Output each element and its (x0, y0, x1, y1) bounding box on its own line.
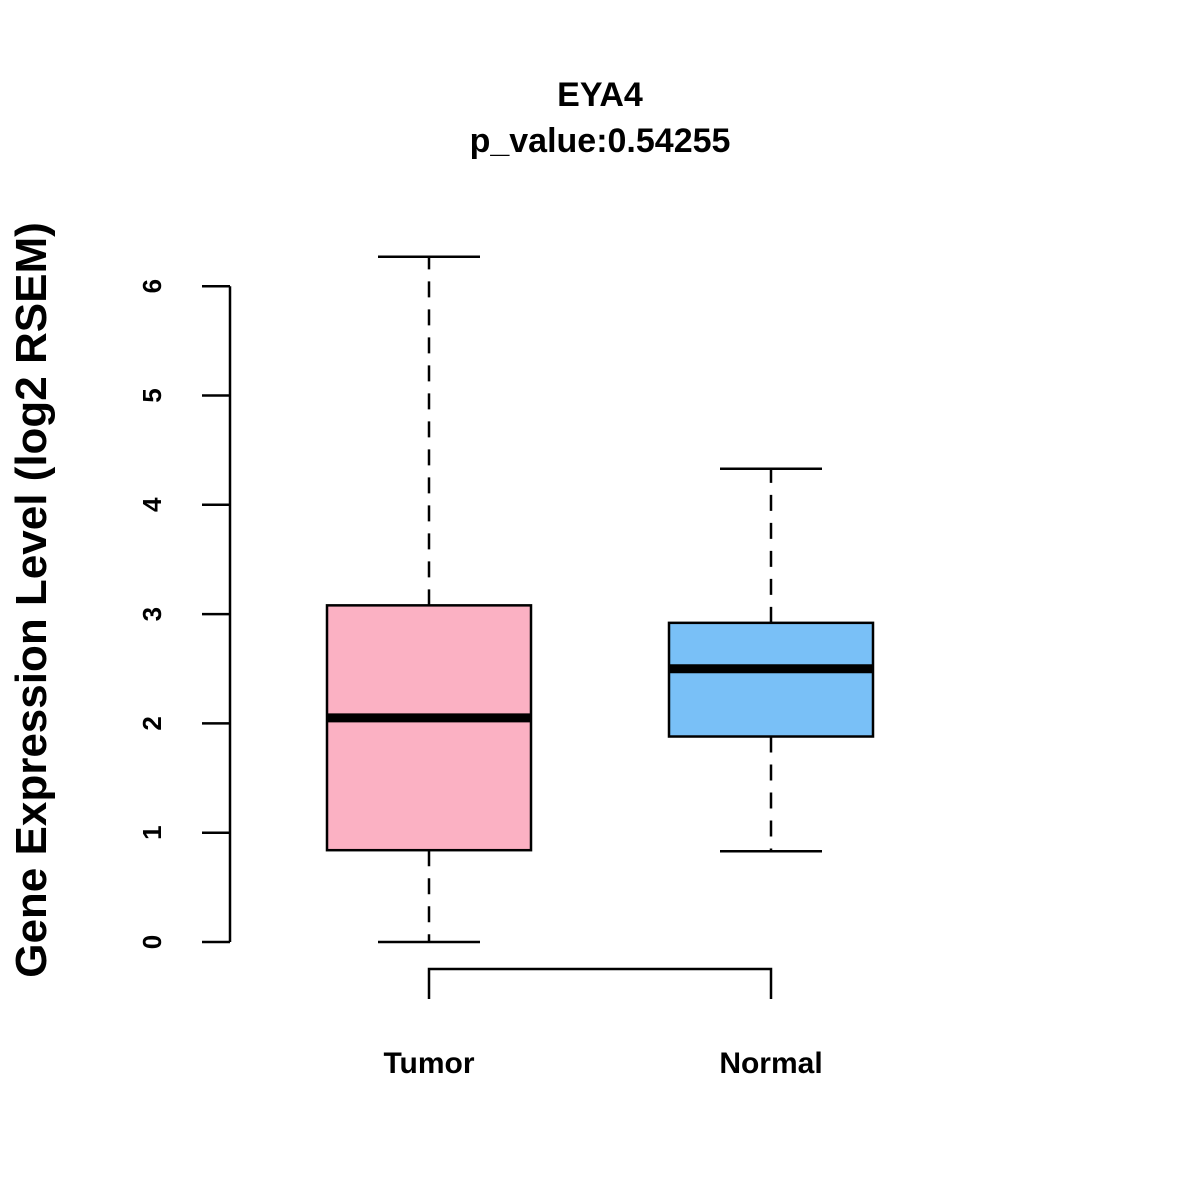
category-labels: Tumor Normal (383, 1047, 822, 1080)
box-group (325, 255, 875, 944)
y-tick-label: 6 (137, 279, 167, 293)
box-tumor (325, 255, 533, 944)
chart-subtitle: p_value:0.54255 (470, 122, 731, 160)
comparison-bracket (427, 967, 773, 999)
y-tick-label: 4 (137, 497, 167, 512)
chart-title: EYA4 (557, 76, 643, 114)
y-tick-label: 0 (137, 935, 167, 949)
y-axis: 0 1 2 3 4 5 6 (137, 279, 232, 949)
y-tick-label: 1 (137, 825, 167, 839)
y-tick-label: 2 (137, 716, 167, 730)
box-normal (667, 467, 875, 853)
y-tick-label: 3 (137, 607, 167, 621)
y-axis-label: Gene Expression Level (log2 RSEM) (7, 222, 56, 978)
bracket-line (427, 967, 773, 999)
x-tick-label-tumor: Tumor (383, 1047, 474, 1080)
y-tick-label: 5 (137, 388, 167, 402)
x-tick-label-normal: Normal (719, 1047, 822, 1080)
iqr-box (667, 621, 875, 738)
iqr-box (325, 604, 533, 852)
